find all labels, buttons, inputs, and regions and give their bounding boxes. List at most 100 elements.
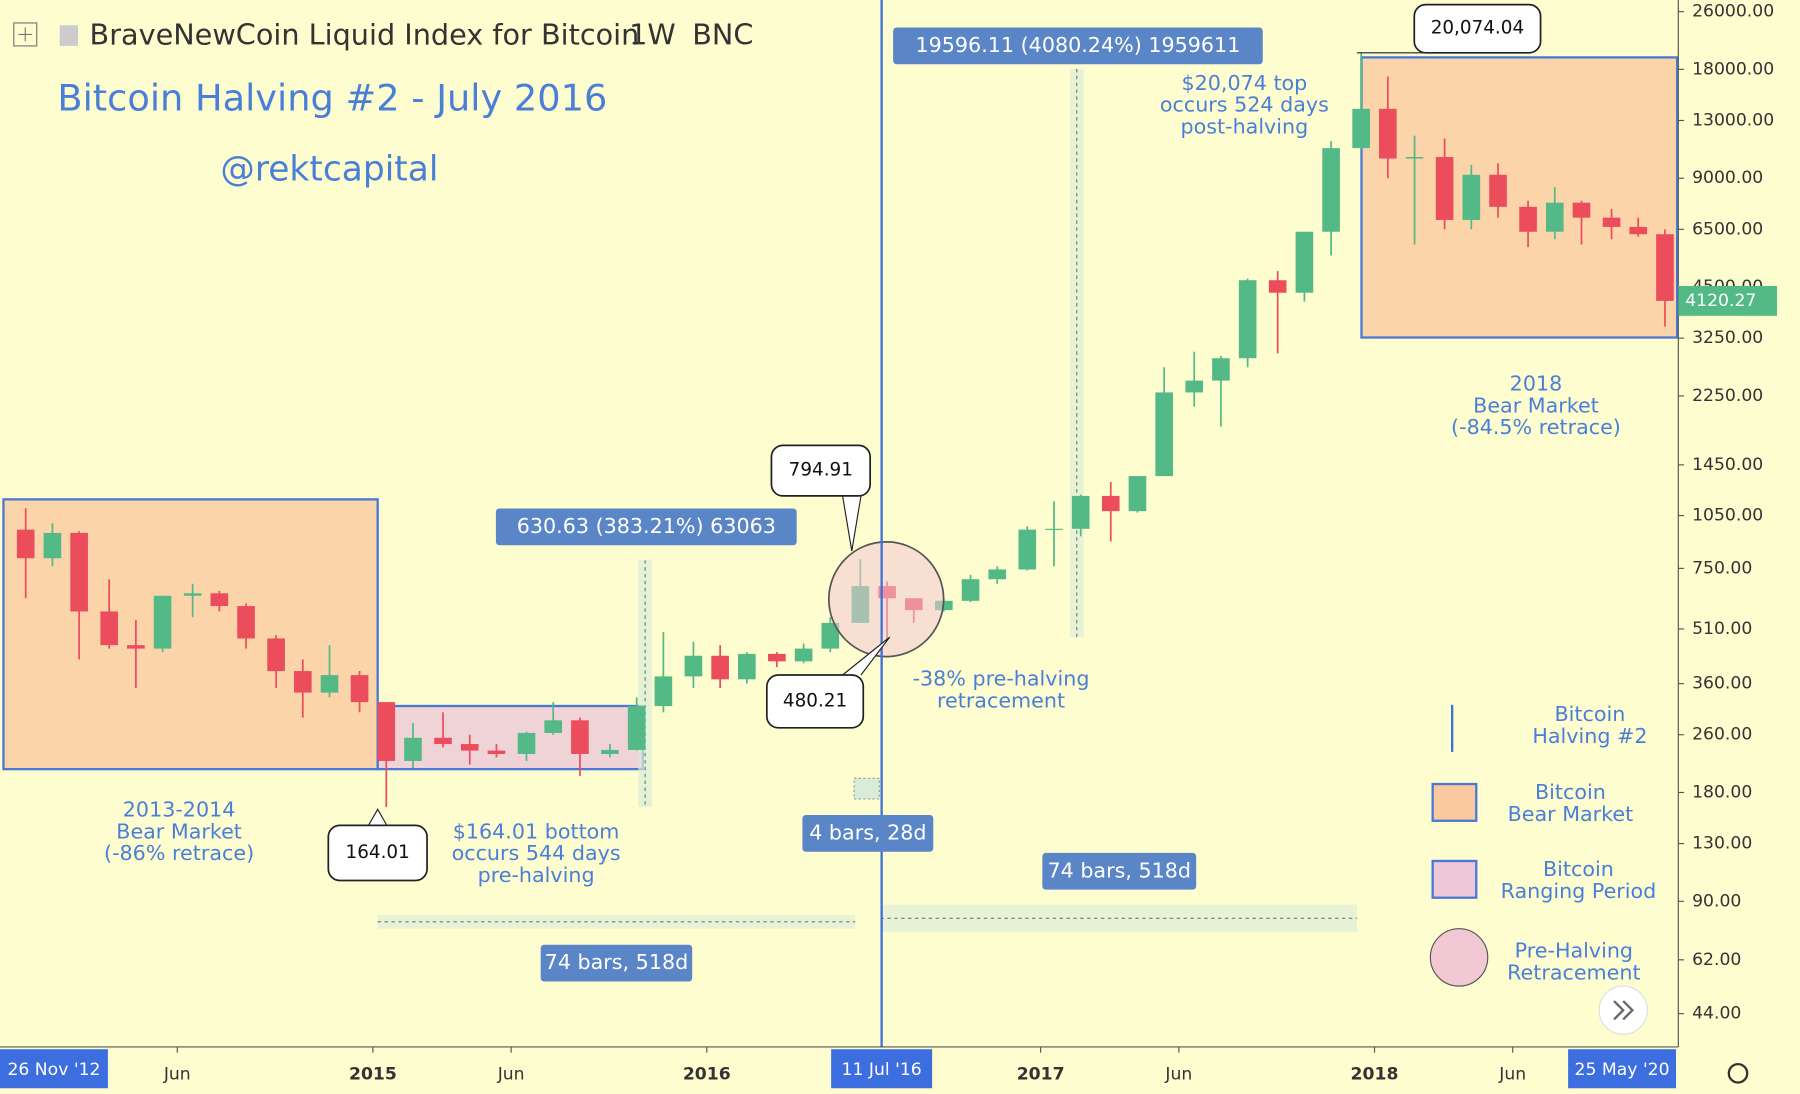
note: occurs 524 days (1160, 93, 1329, 117)
candle-body (16, 529, 35, 559)
legend-label: Bear Market (1508, 802, 1634, 826)
y-tick-label: 360.00 (1692, 674, 1752, 694)
y-axis-area (1678, 0, 1800, 1094)
legend-swatch (1431, 859, 1478, 899)
candle-body (1435, 157, 1454, 220)
x-tick-label: Jun (1498, 1064, 1526, 1084)
candle-body (1128, 476, 1147, 512)
range-label: 25 May '20 (1575, 1060, 1670, 1080)
y-tick-label: 750.00 (1692, 558, 1752, 578)
note: Bear Market (116, 819, 242, 843)
note: -38% pre-halving (913, 667, 1090, 691)
y-tick-label: 510.00 (1692, 619, 1752, 639)
candle-body (210, 593, 229, 607)
candle-body (544, 720, 563, 733)
note: occurs 544 days (452, 841, 621, 865)
callout-pointer (842, 636, 891, 676)
measure-shade (853, 777, 880, 800)
candle-body (1045, 528, 1063, 530)
y-tick-label: 1050.00 (1692, 506, 1763, 526)
candle-body (794, 648, 813, 662)
interval[interactable]: 1W (629, 18, 676, 52)
measure-label: 74 bars, 518d (1047, 858, 1191, 882)
candle-body (1268, 280, 1287, 293)
candle-body (1572, 202, 1591, 218)
y-tick-label: 9000.00 (1692, 168, 1763, 188)
y-tick-label: 18000.00 (1692, 59, 1774, 79)
measure-label-box (893, 27, 1263, 65)
y-tick-label: 13000.00 (1692, 110, 1774, 130)
note: pre-halving (478, 863, 595, 887)
bear-box (1360, 56, 1679, 339)
note: (-84.5% retrace) (1451, 415, 1621, 439)
candle-body (988, 569, 1007, 580)
candle-body (1018, 529, 1037, 570)
measure-label: 19596.11 (4080.24%) 1959611 (916, 33, 1241, 57)
scroll-icon (1613, 1000, 1635, 1021)
range-label-box (831, 1049, 933, 1089)
legend-label: Bitcoin (1535, 780, 1606, 804)
x-tick-label: Jun (163, 1064, 191, 1084)
candle-body (127, 645, 145, 649)
candle-body (1656, 234, 1674, 301)
measure-label-box (802, 815, 934, 852)
settings-icon[interactable] (1727, 1063, 1749, 1084)
candle-body (1379, 108, 1397, 159)
legend-swatch (1429, 928, 1489, 987)
range-label: 11 Jul '16 (842, 1060, 922, 1080)
y-tick-label: 3250.00 (1692, 328, 1763, 348)
symbol: BraveNewCoin Liquid Index for Bitcoin (90, 18, 640, 52)
measure-shade (880, 904, 1357, 933)
collapse-icon[interactable] (13, 22, 38, 47)
candle-body (487, 750, 506, 754)
range-label: 26 Nov '12 (7, 1060, 100, 1080)
callout-pointer (367, 808, 388, 826)
legend-label: Pre-Halving (1515, 939, 1633, 963)
y-tick-label: 2250.00 (1692, 386, 1763, 406)
note: 2018 (1510, 372, 1563, 396)
x-tick-label: 2017 (1017, 1064, 1065, 1084)
callout-box (770, 444, 872, 497)
measure-label-box (495, 508, 797, 546)
candle-body (1071, 495, 1090, 529)
retrace-circle (827, 540, 945, 658)
candle-body (1519, 206, 1537, 232)
candle-body (517, 732, 536, 754)
note: 2013-2014 (123, 797, 236, 821)
candle-body (711, 655, 729, 680)
y-tick-label: 90.00 (1692, 891, 1741, 911)
y-tick-label: 44.00 (1692, 1004, 1741, 1024)
candle-body (43, 532, 62, 559)
symbol-icon (59, 25, 79, 46)
last-price-label: 4120.27 (1685, 291, 1756, 311)
candle-body (70, 532, 88, 612)
candle-body (1212, 358, 1230, 381)
callout-box (327, 824, 428, 882)
callout-label: 480.21 (783, 690, 847, 711)
x-tick-label: Jun (497, 1064, 525, 1084)
y-tick-label: 26000.00 (1692, 2, 1774, 22)
x-tick-label: Jun (1164, 1064, 1192, 1084)
candle-body (1352, 108, 1370, 149)
measure-label: 4 bars, 28d (809, 820, 926, 844)
exchange: BNC (692, 18, 753, 52)
range-label-box (0, 1049, 108, 1089)
candle-body (434, 737, 452, 745)
candle-body (1322, 148, 1340, 232)
candle-body (738, 653, 756, 680)
candle-body (1602, 217, 1621, 227)
x-tick-label: 2018 (1351, 1064, 1399, 1084)
candle-body (183, 593, 202, 596)
candle-body (1545, 202, 1564, 232)
candle-body (350, 675, 369, 703)
candle-body (1185, 380, 1204, 393)
legend-label: Ranging Period (1501, 879, 1657, 903)
y-tick-label: 62.00 (1692, 950, 1741, 970)
range-label-box (1568, 1049, 1677, 1089)
note: post-halving (1181, 114, 1309, 138)
legend-label: Retracement (1507, 960, 1640, 984)
note: (-86% retrace) (104, 841, 254, 865)
x-tick-label: 2016 (683, 1064, 731, 1084)
callout-label: 164.01 (346, 842, 410, 863)
